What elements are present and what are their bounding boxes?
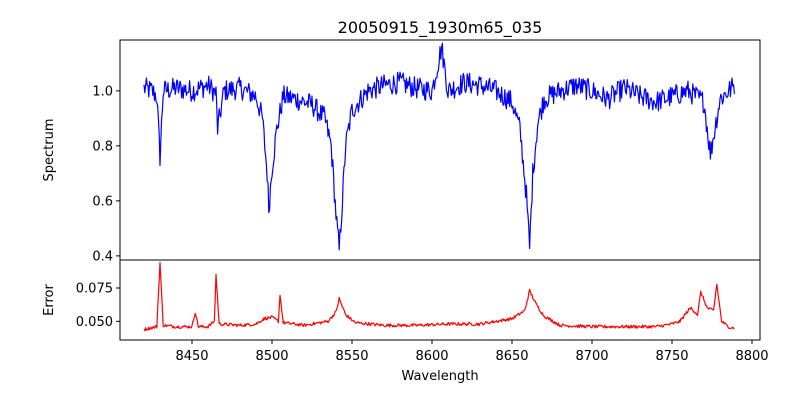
spectrum-y-tick-label: 0.6 — [92, 194, 113, 209]
x-ticks: 8450 8500 8550 8600 8650 8700 8750 8800 — [175, 340, 769, 364]
x-tick-label: 8700 — [575, 349, 608, 364]
spectrum-y-tick-label: 1.0 — [92, 84, 113, 99]
x-tick-label: 8550 — [335, 349, 368, 364]
x-tick-label: 8600 — [415, 349, 448, 364]
x-axis-label: Wavelength — [401, 369, 478, 384]
error-panel: 0.050 0.075 Error — [42, 259, 761, 341]
chart-title: 20050915_1930m65_035 — [338, 18, 543, 38]
error-y-ticks: 0.050 0.075 — [76, 282, 120, 330]
spectrum-axes-frame — [119, 39, 761, 261]
spectrum-y-ticks: 0.4 0.6 0.8 1.0 — [92, 84, 120, 264]
x-tick-label: 8650 — [495, 349, 528, 364]
spectrum-y-tick-label: 0.4 — [92, 249, 113, 264]
x-tick-label: 8500 — [255, 349, 288, 364]
spectrum-line — [143, 42, 735, 251]
x-tick-label: 8750 — [655, 349, 688, 364]
spectrum-panel: 0.4 0.6 0.8 1.0 Spectrum — [42, 39, 761, 264]
error-line — [143, 261, 735, 332]
spectrum-y-tick-label: 0.8 — [92, 139, 113, 154]
x-tick-label: 8800 — [735, 349, 768, 364]
error-y-label: Error — [42, 284, 57, 316]
error-y-tick-label: 0.075 — [76, 282, 113, 297]
error-y-tick-label: 0.050 — [76, 315, 113, 330]
error-axes-frame — [119, 259, 761, 341]
x-tick-label: 8450 — [175, 349, 208, 364]
spectrum-y-label: Spectrum — [42, 119, 57, 182]
